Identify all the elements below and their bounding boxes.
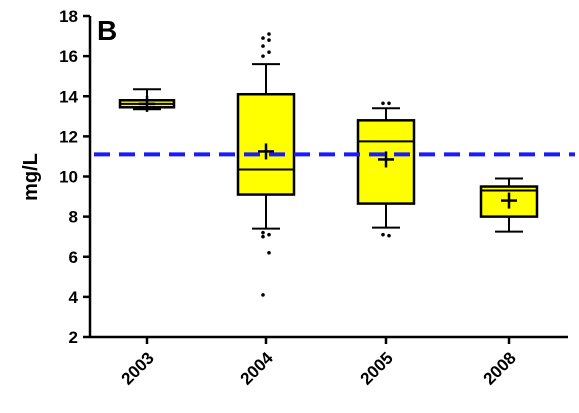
y-tick-label: 10 — [59, 168, 78, 187]
outlier-point — [381, 101, 385, 106]
y-tick-label: 4 — [69, 288, 79, 307]
y-tick-label: 12 — [59, 127, 78, 146]
outlier-point — [267, 250, 271, 255]
outlier-point — [261, 234, 265, 239]
y-axis-label: mg/L — [20, 153, 42, 201]
outlier-point — [261, 54, 265, 58]
outlier-point — [261, 230, 265, 235]
panel-label: B — [97, 15, 117, 46]
x-tick-label: 2003 — [118, 348, 158, 388]
outlier-point — [261, 293, 265, 297]
x-tick-label: 2004 — [237, 348, 278, 389]
x-tick-label: 2005 — [357, 348, 397, 388]
y-tick-label: 16 — [59, 47, 78, 66]
outlier-point — [267, 232, 271, 237]
plot-area: 2 4 6 8 10 12 14 16 18 2003 2004 2005 2008 — [59, 7, 575, 389]
outlier-point — [267, 32, 271, 36]
outlier-point — [267, 50, 271, 54]
outlier-point — [261, 36, 265, 40]
y-tick-label: 18 — [59, 7, 78, 26]
outlier-point — [387, 101, 391, 106]
x-tick-label: 2008 — [480, 348, 520, 388]
outlier-point — [261, 44, 265, 48]
y-tick-label: 6 — [69, 248, 78, 267]
outlier-point — [387, 233, 391, 238]
y-tick-label: 14 — [59, 87, 78, 106]
y-tick-label: 2 — [69, 328, 78, 347]
outlier-point — [267, 38, 271, 42]
y-tick-label: 8 — [69, 208, 78, 227]
outlier-point — [381, 232, 385, 237]
